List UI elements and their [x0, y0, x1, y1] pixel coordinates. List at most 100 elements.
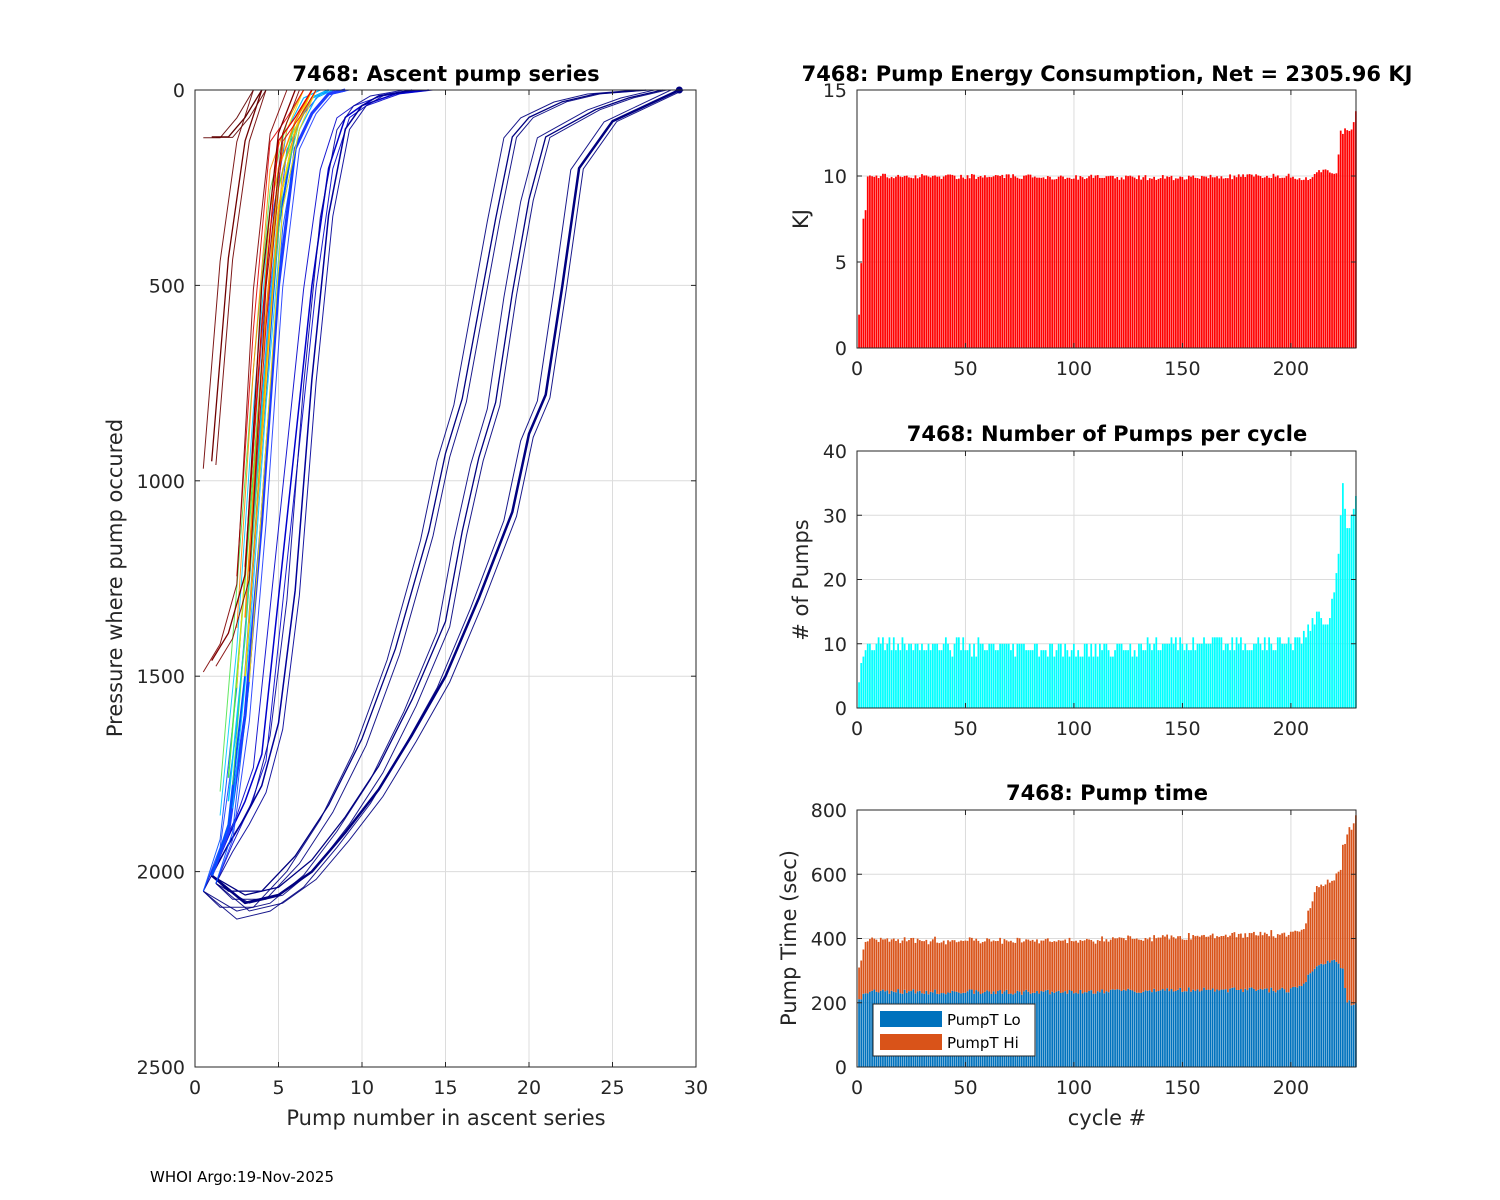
bar [1296, 179, 1299, 348]
bar-pumpt-hi [1166, 934, 1169, 989]
bar-pumpt-lo [1274, 992, 1277, 1067]
bar [1112, 175, 1114, 348]
bar [944, 637, 947, 708]
bar [981, 177, 984, 348]
bar [931, 643, 934, 708]
bar-pumpt-lo [1038, 993, 1041, 1067]
bar-pumpt-hi [871, 937, 873, 991]
bar [997, 175, 999, 348]
bar [1092, 656, 1095, 708]
bar [1194, 177, 1197, 348]
bar-pumpt-lo [1342, 968, 1344, 1067]
bar [1088, 176, 1090, 348]
bar-pumpt-hi [1246, 937, 1249, 991]
bar-pumpt-hi [988, 939, 991, 992]
bar-pumpt-hi [1107, 941, 1110, 993]
bar-pumpt-lo [1075, 992, 1077, 1067]
bar [1344, 128, 1346, 348]
bar-pumpt-hi [990, 941, 993, 994]
bar-pumpt-lo [1072, 993, 1075, 1067]
bar-pumpt-hi [1328, 882, 1331, 963]
bar-pumpt-hi [908, 940, 910, 992]
bar-pumpt-hi [975, 938, 978, 991]
bar [1240, 176, 1242, 348]
bar [1268, 637, 1270, 708]
bar-pumpt-hi [890, 939, 893, 991]
bar-pumpt-lo [1086, 992, 1088, 1067]
bar [1331, 598, 1333, 708]
bar-pumpt-hi [905, 941, 908, 993]
bar-pumpt-lo [1335, 961, 1338, 1067]
bar [1005, 643, 1008, 708]
bar [1298, 178, 1301, 348]
bar [1311, 177, 1314, 348]
bar [925, 650, 928, 708]
bar-pumpt-hi [1001, 943, 1004, 994]
energy-bars [858, 111, 1357, 348]
bar-pumpt-hi [1231, 932, 1234, 988]
bar-pumpt-hi [1118, 937, 1121, 990]
x-tick-label: 30 [684, 1077, 708, 1099]
bar [940, 178, 943, 348]
bar-pumpt-hi [1248, 932, 1251, 988]
bar [986, 650, 988, 708]
bar-pumpt-lo [1177, 989, 1179, 1067]
bar [1003, 177, 1006, 348]
bar [1311, 618, 1314, 708]
bar [1146, 637, 1149, 708]
bar-pumpt-hi [1320, 884, 1323, 964]
bar-pumpt-lo [1205, 990, 1208, 1067]
bar [1135, 179, 1138, 348]
y-tick-label: 1000 [137, 471, 185, 493]
bar-pumpt-hi [1257, 935, 1260, 990]
bar [981, 643, 984, 708]
bar [1209, 643, 1212, 708]
bar-pumpt-lo [1059, 992, 1062, 1067]
bar [1220, 176, 1223, 348]
bar [1010, 650, 1012, 708]
x-tick-label: 50 [953, 718, 977, 740]
bar [864, 650, 867, 708]
bar-pumpt-hi [914, 942, 917, 994]
bar-pumpt-lo [1042, 991, 1045, 1067]
bar [1235, 637, 1238, 708]
y-tick-label: 5 [835, 252, 847, 274]
series-line-red-ascent [244, 89, 313, 567]
bar-pumpt-hi [1033, 941, 1036, 993]
bar-pumpt-hi [1185, 939, 1188, 992]
bar-pumpt-hi [964, 940, 967, 993]
bar-pumpt-hi [1029, 940, 1032, 994]
bar [1066, 177, 1069, 348]
bar-pumpt-hi [1300, 929, 1303, 987]
bar [1237, 174, 1240, 348]
bar [890, 176, 893, 348]
bar-pumpt-hi [1333, 880, 1336, 960]
bar [1246, 650, 1249, 708]
bar [1326, 624, 1329, 708]
bar-pumpt-hi [1181, 939, 1184, 992]
bar-pumpt-lo [1051, 991, 1054, 1067]
bar [1322, 169, 1325, 348]
bar [1283, 177, 1286, 348]
pumps-ticks: 0 50 100 150 200 0 10 20 30 40 [823, 441, 1356, 740]
bar [895, 650, 897, 708]
series-line-maroon-ascent [211, 89, 296, 661]
bar [1302, 179, 1305, 348]
bar-pumpt-lo [1344, 987, 1346, 1067]
x-tick-label: 0 [851, 718, 863, 740]
bar-pumpt-lo [1200, 990, 1203, 1067]
bar-pumpt-hi [901, 940, 904, 994]
bar [1020, 643, 1023, 708]
bar [1298, 637, 1301, 708]
bar [918, 177, 921, 348]
bar-pumpt-hi [1112, 937, 1114, 990]
pumps-chart-title: 7468: Number of Pumps per cycle [907, 422, 1307, 446]
bar [1294, 637, 1297, 708]
bar-pumpt-hi [1077, 942, 1080, 994]
bar-pumpt-hi [1079, 940, 1082, 990]
bar-pumpt-hi [955, 942, 958, 992]
bar [1042, 177, 1045, 348]
bar [1116, 643, 1119, 708]
bar [964, 179, 967, 348]
pumptime-legend: PumpT Lo PumpT Hi [872, 1003, 1036, 1057]
